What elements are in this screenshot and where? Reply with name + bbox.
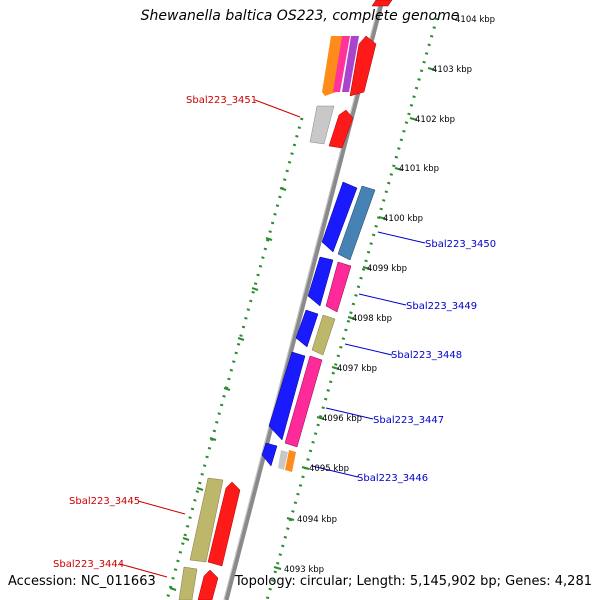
tick-label-4101: 4101 kbp <box>399 164 439 174</box>
gene-3446-b <box>278 450 288 470</box>
gene-label-sbal223-3446[interactable]: Sbal223_3446 <box>357 473 428 484</box>
major-ticks <box>273 67 436 570</box>
gene-3444-a <box>178 566 198 600</box>
gene-3444-b <box>197 569 219 600</box>
callout-lines <box>119 99 426 578</box>
forward-genes <box>261 0 393 472</box>
tick-label-4096: 4096 kbp <box>322 414 362 424</box>
gene-3450-a <box>321 181 358 253</box>
gene-label-sbal223-3444[interactable]: Sbal223_3444 <box>53 559 124 570</box>
gene-3446-a <box>261 442 278 467</box>
gene-label-sbal223-3451[interactable]: Sbal223_3451 <box>186 95 257 106</box>
tick-label-4099: 4099 kbp <box>367 264 407 274</box>
genome-summary: Topology: circular; Length: 5,145,902 bp… <box>234 574 592 589</box>
gene-3448-b <box>311 314 336 356</box>
gene-label-sbal223-3445[interactable]: Sbal223_3445 <box>69 496 140 507</box>
tick-label-4104: 4104 kbp <box>455 15 495 25</box>
gene-3445-b <box>207 481 241 567</box>
gene-label-sbal223-3450[interactable]: Sbal223_3450 <box>425 239 496 250</box>
gene-top-forward <box>371 0 393 7</box>
gene-top-red <box>349 35 377 97</box>
gene-label-sbal223-3448[interactable]: Sbal223_3448 <box>391 350 462 361</box>
inner-major-ticks <box>169 187 287 591</box>
tick-label-4097: 4097 kbp <box>337 364 377 374</box>
gene-3451-grey <box>309 105 335 145</box>
gene-3451-red <box>328 109 354 149</box>
gene-labels: Sbal223_3451 Sbal223_3450 Sbal223_3449 S… <box>53 95 496 570</box>
gene-3450-b <box>337 185 376 261</box>
tick-label-4098: 4098 kbp <box>352 314 392 324</box>
gene-top-b <box>333 36 350 92</box>
gene-3446-c <box>285 450 296 472</box>
gene-3447-b <box>284 355 323 448</box>
gene-3445-a <box>189 477 224 563</box>
reverse-genes <box>178 477 241 600</box>
tick-label-4102: 4102 kbp <box>415 115 455 125</box>
gene-label-sbal223-3447[interactable]: Sbal223_3447 <box>373 415 444 426</box>
gene-3448-a <box>295 309 319 348</box>
gene-3449-a <box>307 256 334 307</box>
tick-label-4094: 4094 kbp <box>297 515 337 525</box>
gene-top-c <box>342 36 359 92</box>
gene-3447-a <box>268 351 306 441</box>
genome-backbone-highlight <box>223 0 381 600</box>
tick-label-4100: 4100 kbp <box>383 214 423 224</box>
gene-label-sbal223-3449[interactable]: Sbal223_3449 <box>406 301 477 312</box>
tick-label-4095: 4095 kbp <box>309 464 349 474</box>
position-labels: 4104 kbp 4103 kbp 4102 kbp 4101 kbp 4100… <box>284 15 495 575</box>
map-title: Shewanella baltica OS223, complete genom… <box>140 8 460 24</box>
tick-label-4103: 4103 kbp <box>432 65 472 75</box>
accession-label: Accession: NC_011663 <box>8 574 156 589</box>
genome-backbone <box>223 0 385 600</box>
inner-tick-ring <box>165 117 304 600</box>
tick-label-4093: 4093 kbp <box>284 565 324 575</box>
outer-tick-ring <box>265 17 439 600</box>
gene-3449-b <box>325 261 352 313</box>
